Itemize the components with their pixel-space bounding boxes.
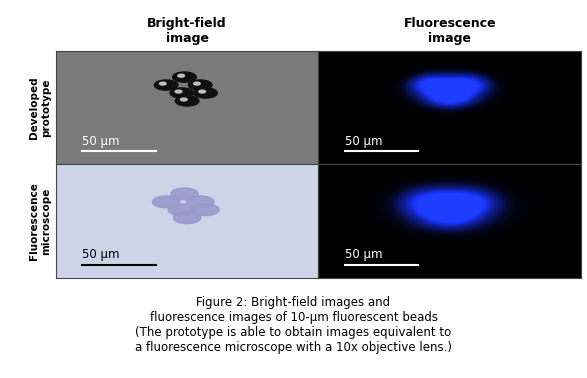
Circle shape xyxy=(194,82,200,85)
Text: 50 μm: 50 μm xyxy=(82,135,120,148)
Circle shape xyxy=(192,204,219,216)
Text: Bright-field
image: Bright-field image xyxy=(147,17,227,45)
Circle shape xyxy=(180,98,187,101)
Text: 50 μm: 50 μm xyxy=(82,248,120,262)
Circle shape xyxy=(178,74,184,77)
Circle shape xyxy=(199,90,205,93)
Circle shape xyxy=(194,88,217,98)
Text: 50 μm: 50 μm xyxy=(345,135,382,148)
Text: 50 μm: 50 μm xyxy=(345,248,382,262)
Circle shape xyxy=(187,196,214,208)
Circle shape xyxy=(173,212,201,224)
Circle shape xyxy=(176,96,199,106)
Circle shape xyxy=(170,88,194,98)
Circle shape xyxy=(188,80,212,90)
Text: Fluorescence
microscope: Fluorescence microscope xyxy=(29,182,51,260)
Text: Developed
prototype: Developed prototype xyxy=(29,76,51,139)
Circle shape xyxy=(160,82,166,85)
Circle shape xyxy=(176,90,182,93)
Circle shape xyxy=(168,204,195,216)
Circle shape xyxy=(154,80,178,90)
Text: Figure 2: Bright-field images and
fluorescence images of 10-μm fluorescent beads: Figure 2: Bright-field images and fluore… xyxy=(135,296,452,354)
Circle shape xyxy=(171,188,198,200)
Text: Fluorescence
image: Fluorescence image xyxy=(403,17,496,45)
Circle shape xyxy=(153,196,180,208)
Circle shape xyxy=(173,72,196,82)
